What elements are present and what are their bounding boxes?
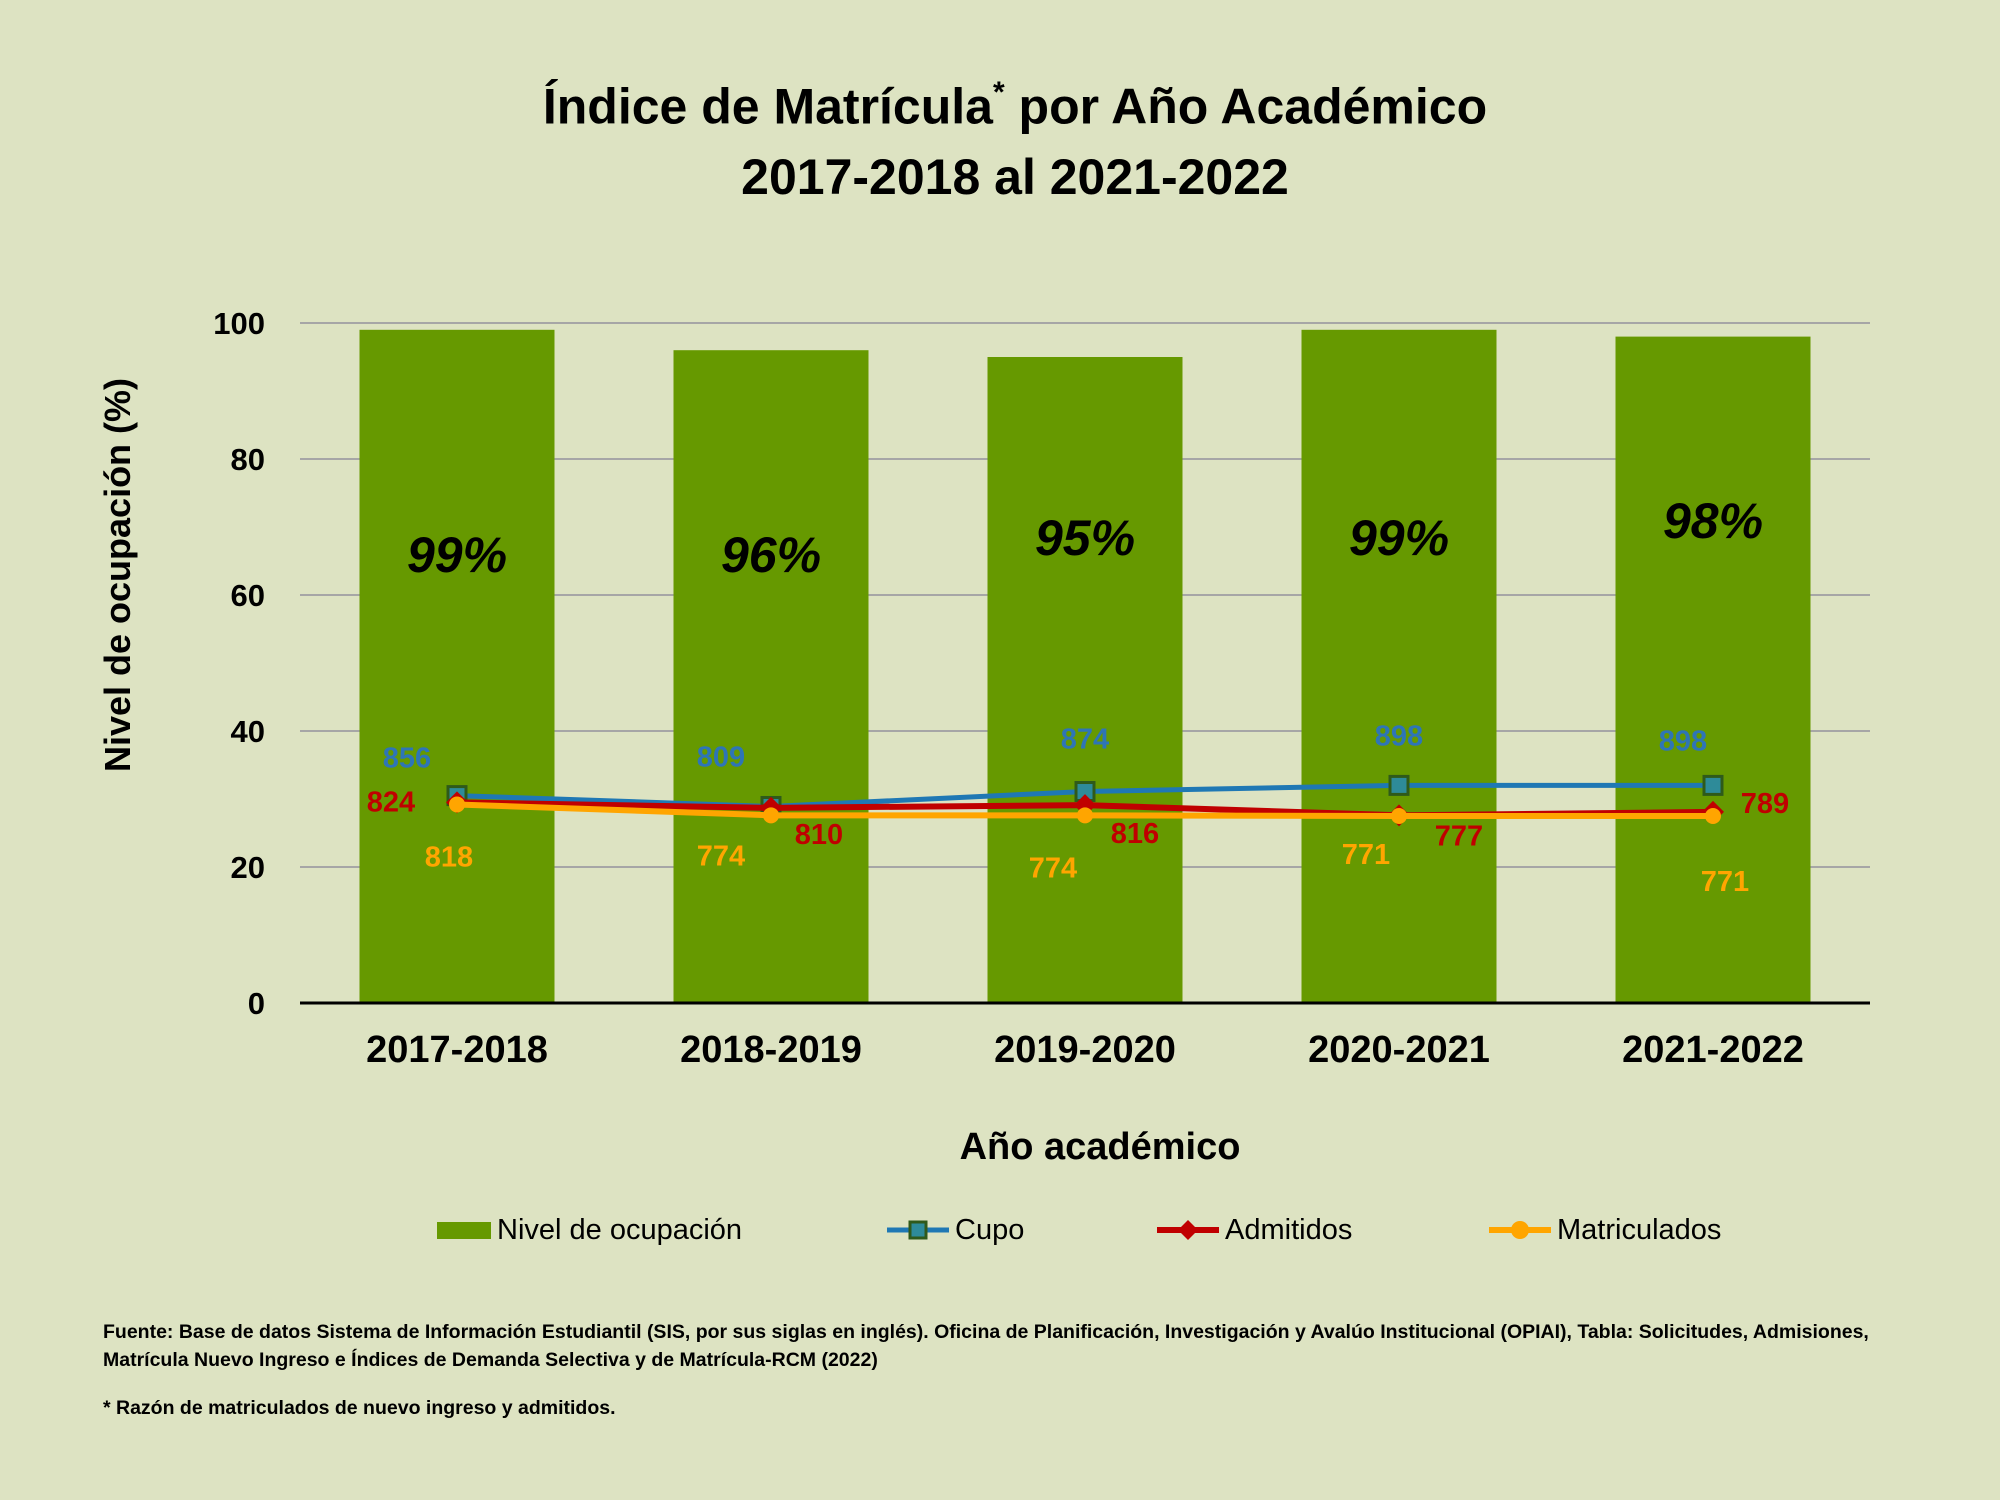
y-tick-0: 0 <box>248 986 265 1021</box>
label-Admitidos-2021-2022: 789 <box>1741 788 1789 820</box>
y-tick-labels: 0 20 40 60 80 100 <box>213 306 265 1021</box>
label-Cupo-2019-2020: 874 <box>1061 724 1109 756</box>
legend-swatch-bar <box>437 1222 491 1239</box>
label-Admitidos-2018-2019: 810 <box>795 819 843 851</box>
bar-2018-2019 <box>673 350 869 1003</box>
label-Matriculados-2017-2018: 818 <box>425 841 473 873</box>
x-tick-2017-2018: 2017-2018 <box>366 1029 548 1071</box>
y-axis-title: Nivel de ocupación (%) <box>97 378 138 772</box>
y-tick-20: 20 <box>231 850 265 885</box>
asterisk-footnote: * Razón de matriculados de nuevo ingreso… <box>103 1397 616 1419</box>
legend-item-cupo: Cupo <box>887 1210 1024 1250</box>
bar-2020-2021 <box>1301 329 1497 1003</box>
label-Admitidos-2019-2020: 816 <box>1111 818 1159 850</box>
legend-swatch-admitidos <box>1157 1220 1219 1240</box>
y-tick-60: 60 <box>231 578 265 613</box>
marker-Matriculados-2017-2018 <box>449 796 465 813</box>
marker-Matriculados-2018-2019 <box>763 807 779 824</box>
label-Cupo-2020-2021: 898 <box>1375 720 1423 752</box>
legend-item-admitidos: Admitidos <box>1157 1210 1352 1250</box>
bar-2019-2020 <box>987 357 1183 1003</box>
x-tick-2019-2020: 2019-2020 <box>994 1029 1176 1071</box>
legend-item-matriculados: Matriculados <box>1489 1210 1721 1250</box>
bar-label-2021-2022: 98% <box>1663 493 1763 549</box>
label-Matriculados-2021-2022: 771 <box>1701 866 1749 898</box>
bar-label-2018-2019: 96% <box>721 527 821 583</box>
chart-canvas: 0 20 40 60 80 100 2017-2018 2018-2019 2019-2020… <box>97 306 1870 1168</box>
label-Matriculados-2019-2020: 774 <box>1029 852 1077 884</box>
marker-Matriculados-2020-2021 <box>1391 808 1407 824</box>
data-labels: 99% 96% 95% 99% 98% 856 809 874 898 898 824 810 816 7… <box>367 493 1789 898</box>
label-Cupo-2017-2018: 856 <box>383 743 431 775</box>
x-axis-title: Año académico <box>960 1126 1241 1168</box>
bar-label-2019-2020: 95% <box>1035 510 1135 566</box>
legend-swatch-cupo <box>887 1220 949 1240</box>
label-Admitidos-2020-2021: 777 <box>1435 820 1483 852</box>
legend-swatch-matriculados <box>1489 1221 1551 1239</box>
label-Cupo-2021-2022: 898 <box>1659 725 1707 757</box>
label-Matriculados-2018-2019: 774 <box>697 840 745 872</box>
bar-label-2017-2018: 99% <box>407 527 507 583</box>
bar-label-2020-2021: 99% <box>1349 510 1449 566</box>
x-tick-2018-2019: 2018-2019 <box>680 1029 862 1071</box>
source-footnote: Fuente: Base de datos Sistema de Informa… <box>103 1321 1869 1371</box>
bar-2021-2022 <box>1615 336 1811 1004</box>
legend-label-admitidos: Admitidos <box>1225 1213 1353 1246</box>
x-tick-labels: 2017-2018 2018-2019 2019-2020 2020-2021 2021… <box>366 1029 1804 1071</box>
title-asterisk: * <box>992 76 1005 109</box>
x-tick-2021-2022: 2021-2022 <box>1622 1029 1804 1071</box>
legend-label-nivel: Nivel de ocupación <box>497 1213 743 1246</box>
legend: Nivel de ocupación Cupo Admitidos Matric… <box>0 1210 2000 1250</box>
bar-2017-2018 <box>359 329 555 1003</box>
y-tick-100: 100 <box>213 306 265 341</box>
legend-label-matriculados: Matriculados <box>1557 1213 1722 1246</box>
chart-title-line2: 2017-2018 al 2021-2022 <box>741 148 1289 205</box>
title-suffix-text: por Año Académico <box>1004 78 1488 135</box>
chart-title: Índice de Matrícula* por Año Académico 2… <box>0 62 2000 212</box>
y-tick-40: 40 <box>231 714 265 749</box>
label-Matriculados-2020-2021: 771 <box>1342 839 1390 871</box>
bar-series <box>359 329 1811 1004</box>
legend-label-cupo: Cupo <box>955 1213 1025 1246</box>
label-Cupo-2018-2019: 809 <box>697 741 745 773</box>
chart-title-line1: Índice de Matrícula* por Año Académico <box>0 62 2000 142</box>
title-main-text: Índice de Matrícula <box>542 78 993 135</box>
marker-Matriculados-2021-2022 <box>1705 808 1721 824</box>
marker-Cupo-2020-2021 <box>1388 774 1410 796</box>
line-series <box>446 774 1724 827</box>
legend-item-nivel: Nivel de ocupación <box>437 1210 742 1250</box>
x-tick-2020-2021: 2020-2021 <box>1308 1029 1490 1071</box>
y-tick-80: 80 <box>231 442 265 477</box>
label-Admitidos-2017-2018: 824 <box>367 786 415 818</box>
marker-Cupo-2021-2022 <box>1702 774 1724 796</box>
marker-Matriculados-2019-2020 <box>1077 807 1093 824</box>
